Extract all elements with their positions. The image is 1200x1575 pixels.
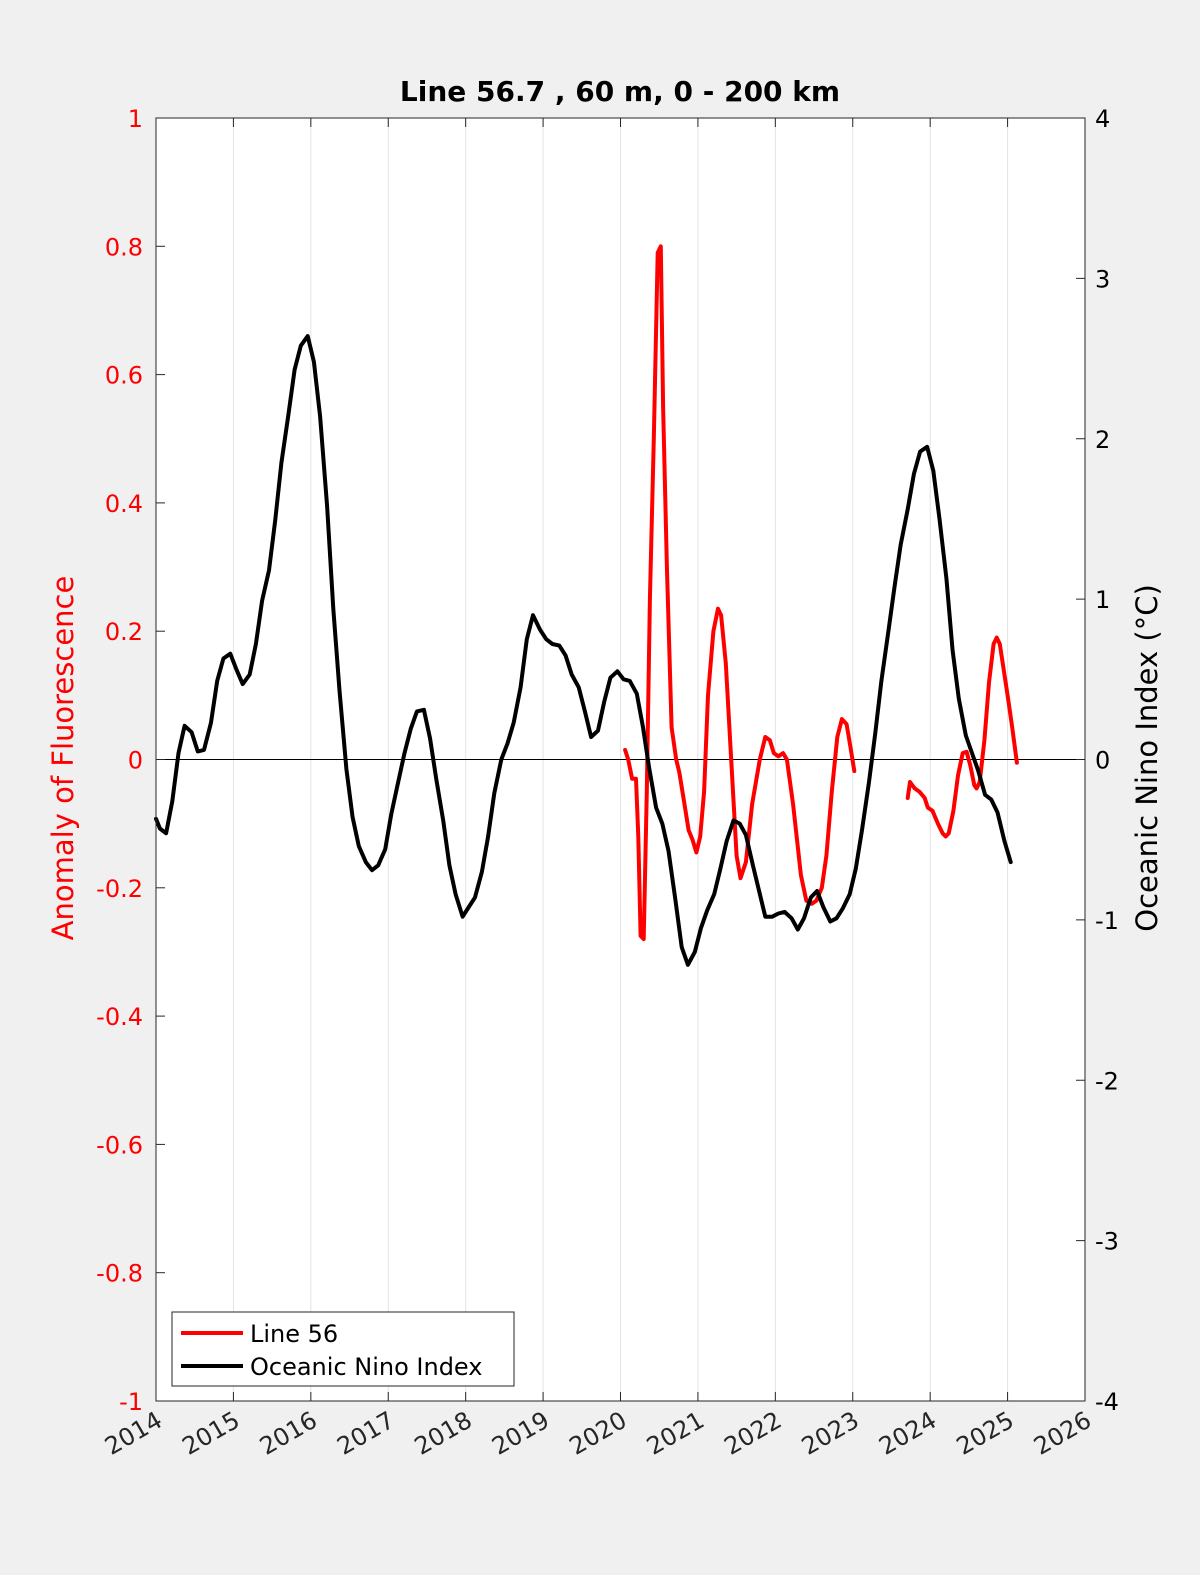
left-tick-label: 1 — [128, 105, 143, 133]
left-y-axis: -1 -0.8 -0.6 -0.4 -0.2 0 0.2 0.4 0.6 0.8 1 — [96, 105, 165, 1416]
right-y-axis: -4 -3 -2 -1 0 1 2 3 4 — [1076, 105, 1119, 1416]
legend: Line 56 Oceanic Nino Index — [171, 1311, 515, 1387]
left-tick-label: 0.2 — [105, 618, 143, 646]
right-tick-label: 0 — [1095, 747, 1110, 775]
left-tick-label: -0.6 — [96, 1131, 143, 1159]
chart-title: Line 56.7 , 60 m, 0 - 200 km — [400, 75, 840, 108]
series-line-line-56-segment-1 — [623, 244, 857, 942]
left-tick-label: 0.4 — [105, 490, 143, 518]
legend-label-line-56: Line 56 — [250, 1320, 338, 1348]
left-axis-label: Anomaly of Fluorescence — [46, 576, 80, 941]
right-tick-label: 3 — [1095, 265, 1110, 293]
left-tick-label: 0 — [128, 747, 143, 775]
series-line-oceanic-nino-index — [154, 334, 1013, 967]
right-tick-label: -4 — [1095, 1388, 1119, 1416]
left-tick-label: 0.8 — [105, 233, 143, 261]
left-tick-label: -0.8 — [96, 1260, 143, 1288]
right-tick-label: 4 — [1095, 105, 1110, 133]
series-layer — [154, 244, 1019, 967]
left-tick-label: -1 — [119, 1388, 143, 1416]
left-tick-label: 0.6 — [105, 362, 143, 390]
series-line-line-56-segment-2 — [905, 635, 1019, 839]
left-tick-label: -0.2 — [96, 875, 143, 903]
right-tick-label: -3 — [1095, 1228, 1119, 1256]
right-tick-label: -2 — [1095, 1067, 1119, 1095]
right-tick-label: 1 — [1095, 586, 1110, 614]
legend-box — [171, 1311, 515, 1387]
left-tick-label: -0.4 — [96, 1003, 143, 1031]
right-tick-label: -1 — [1095, 907, 1119, 935]
right-tick-label: 2 — [1095, 426, 1110, 454]
right-axis-label: Oceanic Nino Index (°C) — [1130, 584, 1164, 932]
legend-label-oni: Oceanic Nino Index — [250, 1353, 482, 1381]
